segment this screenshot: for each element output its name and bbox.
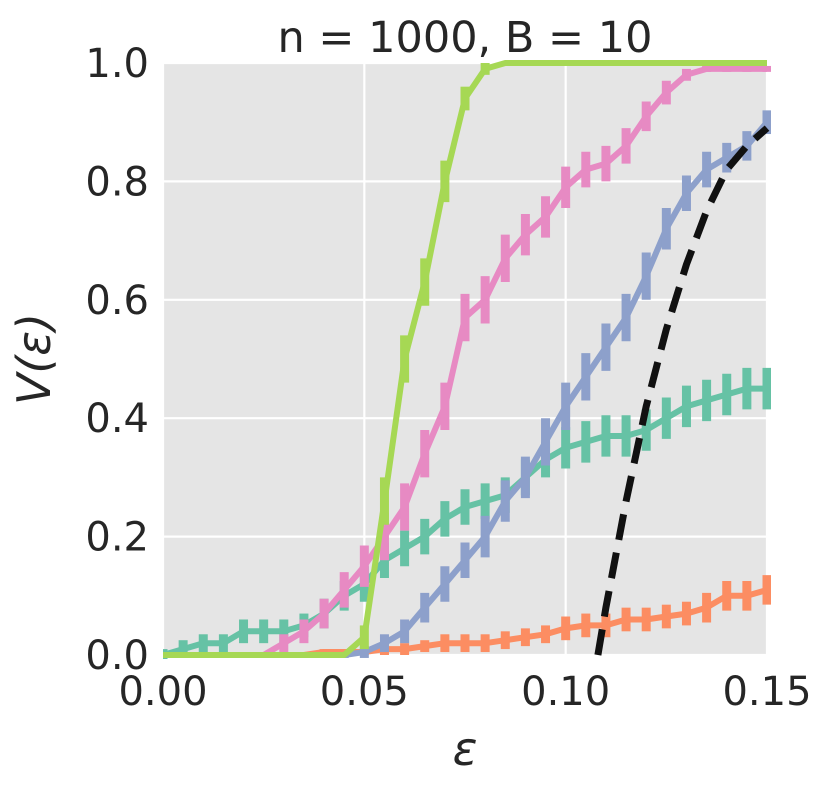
y-tick-label: 0.6 xyxy=(85,278,149,324)
x-tick-label: 0.00 xyxy=(118,669,207,715)
y-axis-title: V(ε) xyxy=(7,313,61,405)
y-tick-label: 1.0 xyxy=(85,41,149,87)
series-5-line xyxy=(594,125,770,656)
x-axis-title: ε xyxy=(453,722,478,776)
tick-layer: 0.00 0.05 0.10 0.15 0.0 0.2 0.4 0.6 0.8 1.0 xyxy=(85,41,811,715)
chart-title: n = 1000, B = 10 xyxy=(278,13,653,63)
series-2 xyxy=(339,110,771,658)
series-layer xyxy=(163,60,771,659)
series-3 xyxy=(262,65,771,658)
x-tick-label: 0.15 xyxy=(722,669,811,715)
y-tick-label: 0.2 xyxy=(85,515,149,561)
y-tick-label: 0.4 xyxy=(85,396,149,442)
x-tick-label: 0.05 xyxy=(320,669,409,715)
series-4 xyxy=(163,60,767,658)
x-tick-label: 0.10 xyxy=(521,669,610,715)
y-tick-label: 0.8 xyxy=(85,159,149,205)
y-tick-label: 0.0 xyxy=(85,633,149,679)
series-5 xyxy=(594,125,770,656)
series-1 xyxy=(163,575,771,658)
series-2-line xyxy=(343,120,770,658)
